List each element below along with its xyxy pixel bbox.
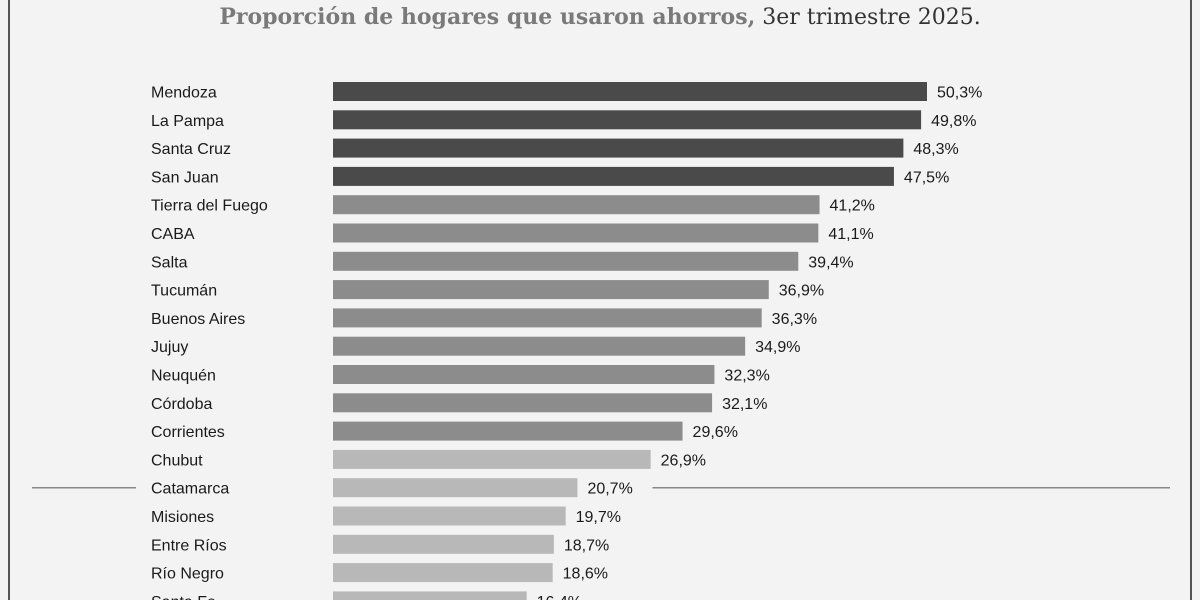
value-label: 39,4% [808,254,853,271]
bar [333,82,927,101]
chart-title-sub: 3er trimestre 2025. [755,5,981,30]
category-label: Mendoza [151,85,217,102]
value-label: 36,3% [772,311,817,328]
bar [333,421,683,441]
bar [333,223,819,243]
category-label: CABA [151,226,195,243]
category-label: Tierra del Fuego [151,198,268,215]
bar [333,591,527,600]
category-label: Santa Fe [151,594,216,600]
category-label: Neuquén [151,368,216,385]
category-label: Tucumán [151,283,217,300]
frame-right-border [1190,0,1192,600]
bar [333,195,820,215]
bar [333,393,713,413]
bar [333,308,762,328]
bar [333,110,922,130]
value-label: 20,7% [587,481,632,498]
value-label: 47,5% [904,169,949,186]
bar [333,449,651,469]
value-label: 26,9% [661,452,706,469]
category-label: Catamarca [151,481,229,498]
bar [333,280,769,300]
category-label: Corrientes [151,424,225,441]
chart-title-main: Proporción de hogares que usaron ahorros… [219,4,756,30]
bar [333,506,566,526]
category-label: Buenos Aires [151,311,245,328]
bar [333,478,578,498]
category-label: La Pampa [151,113,224,130]
value-label: 50,3% [937,85,982,102]
chart-title: Proporción de hogares que usaron ahorros… [0,4,1200,30]
value-label: 29,6% [693,424,738,441]
bar [333,534,554,554]
category-label: Chubut [151,452,203,469]
value-label: 18,7% [564,537,609,554]
category-label: Jujuy [151,339,188,356]
value-label: 34,9% [755,339,800,356]
frame-left-border [8,0,10,600]
bar [333,336,746,356]
category-label: Córdoba [151,396,212,413]
bar [333,166,894,186]
value-label: 48,3% [913,141,958,158]
bar [333,365,715,384]
category-label: San Juan [151,169,219,186]
value-label: 32,1% [722,396,767,413]
category-label: Misiones [151,509,214,526]
bar [333,138,904,158]
category-label: Entre Ríos [151,537,227,554]
value-label: 32,3% [724,368,769,385]
category-label: Salta [151,254,188,271]
value-label: 41,2% [830,198,875,215]
bar [333,563,553,583]
value-label: 18,6% [563,566,608,583]
bar [333,251,799,271]
value-label: 36,9% [779,283,824,300]
value-label: 49,8% [931,113,976,130]
value-label: 16,4% [537,594,582,600]
category-label: Santa Cruz [151,141,231,158]
value-label: 41,1% [828,226,873,243]
category-label: Río Negro [151,566,224,583]
value-label: 19,7% [576,509,621,526]
